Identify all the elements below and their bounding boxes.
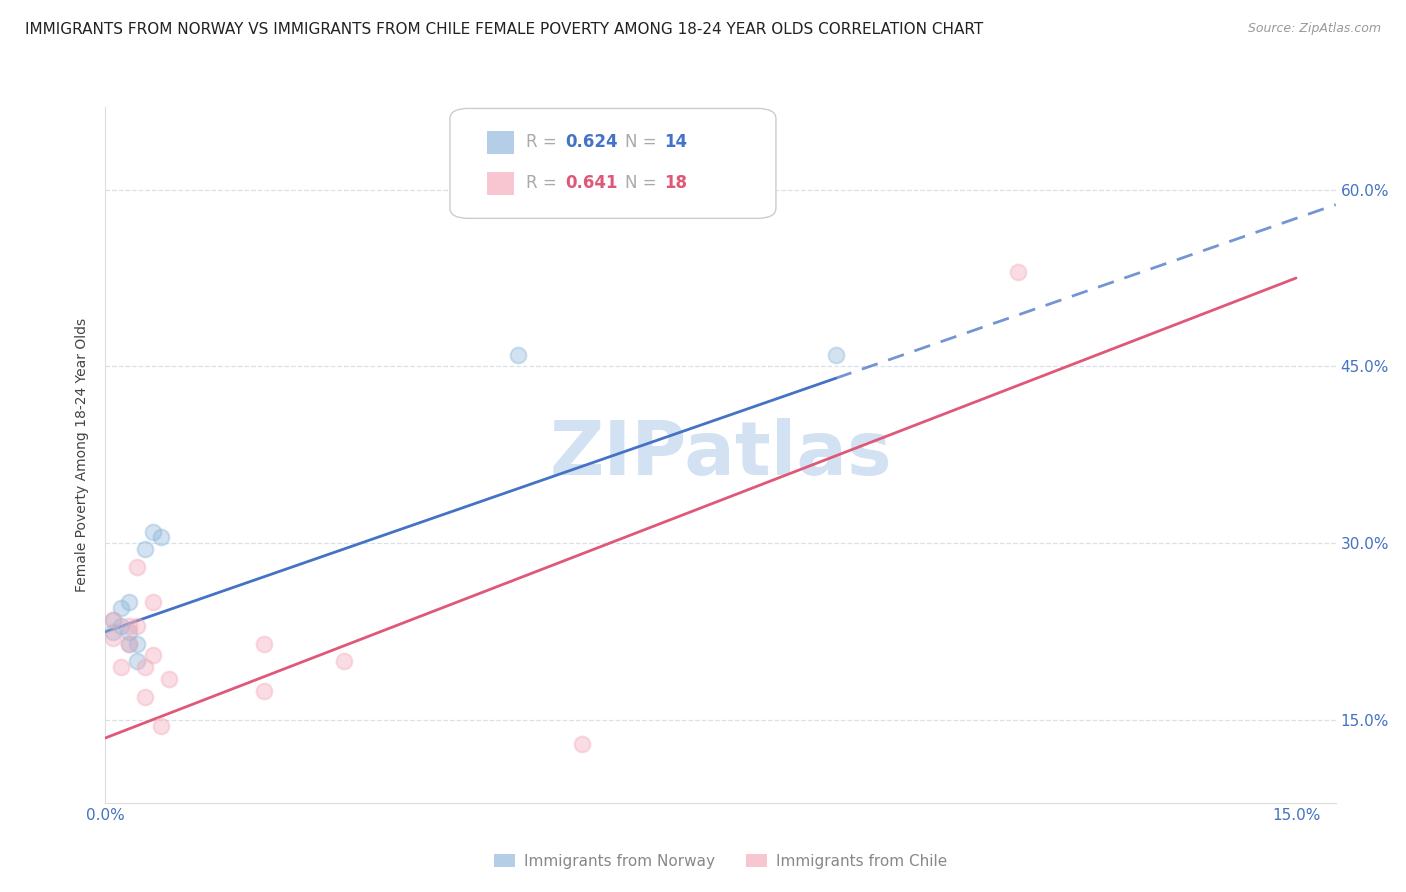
Point [134,660,156,674]
Point [118,637,141,651]
Point [118,637,141,651]
Text: R =: R = [526,174,562,192]
Point [118,619,141,633]
Point [571,737,593,751]
Point [110,660,132,674]
Point [127,619,149,633]
Text: N =: N = [624,133,661,151]
Point [118,595,141,609]
Point [253,637,276,651]
Point [332,654,354,668]
Point [103,613,125,627]
Point [103,624,125,639]
Point [134,542,156,557]
FancyBboxPatch shape [486,131,515,154]
Point [127,637,149,651]
Point [127,654,149,668]
Point [142,524,165,539]
Point [103,613,125,627]
Point [110,619,132,633]
FancyBboxPatch shape [450,109,776,219]
FancyBboxPatch shape [486,172,515,195]
Text: 0.624: 0.624 [565,133,619,151]
Point [150,531,173,545]
Point [103,631,125,645]
Legend: Immigrants from Norway, Immigrants from Chile: Immigrants from Norway, Immigrants from … [488,848,953,875]
Text: 18: 18 [664,174,688,192]
Point [142,595,165,609]
Point [134,690,156,704]
Text: 0.641: 0.641 [565,174,619,192]
Point [1007,265,1029,279]
Text: N =: N = [624,174,661,192]
Point [508,348,530,362]
Point [118,624,141,639]
Point [127,560,149,574]
Text: 14: 14 [664,133,688,151]
Text: R =: R = [526,133,562,151]
Point [110,601,132,615]
Text: ZIPatlas: ZIPatlas [550,418,891,491]
Point [253,683,276,698]
Point [142,648,165,663]
Text: IMMIGRANTS FROM NORWAY VS IMMIGRANTS FROM CHILE FEMALE POVERTY AMONG 18-24 YEAR : IMMIGRANTS FROM NORWAY VS IMMIGRANTS FRO… [25,22,984,37]
Point [150,719,173,733]
Point [157,672,180,686]
Point [824,348,846,362]
Text: Source: ZipAtlas.com: Source: ZipAtlas.com [1247,22,1381,36]
Y-axis label: Female Poverty Among 18-24 Year Olds: Female Poverty Among 18-24 Year Olds [76,318,90,592]
